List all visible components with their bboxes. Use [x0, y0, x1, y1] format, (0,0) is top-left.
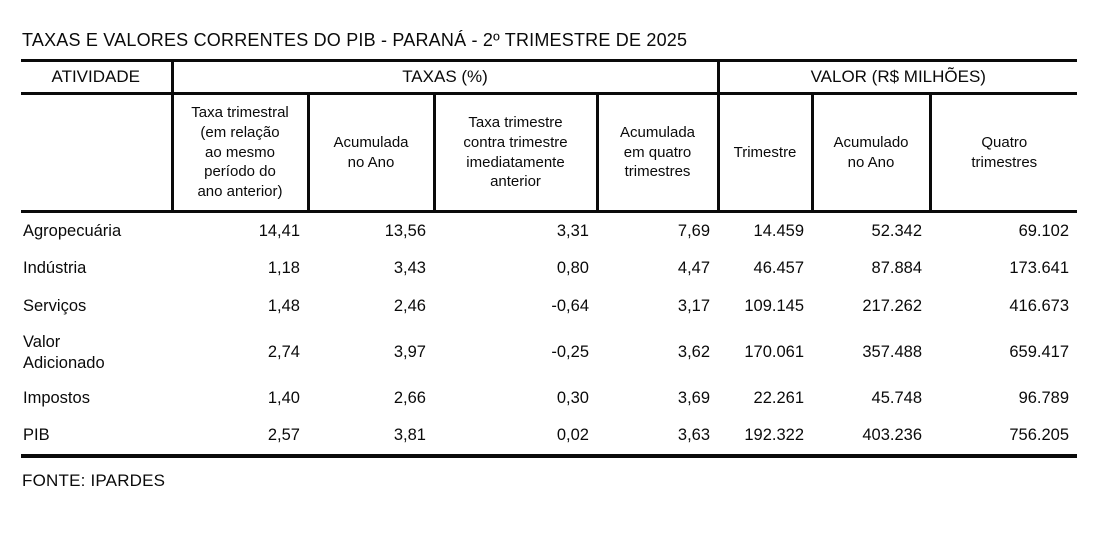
- value-cell: -0,64: [551, 297, 589, 315]
- col-group-valor: VALOR (R$ MILHÕES): [716, 60, 1078, 95]
- value-cell: -0,25: [551, 343, 589, 361]
- value-cell: 2,57: [267, 426, 300, 444]
- table-row-agropecuaria: Agropecuária 14,41 13,56 3,31 7,69 14.45…: [21, 212, 1077, 250]
- value-cell: 52.342: [871, 221, 923, 240]
- group-header-row: ATIVIDADE TAXAS (%) VALOR (R$ MILHÕES): [21, 60, 1078, 95]
- value-cell: 96.789: [1018, 389, 1070, 407]
- value-cell: 46.457: [753, 259, 805, 277]
- value-cell: 3,63: [677, 426, 711, 444]
- value-cell: 1,40: [267, 389, 300, 407]
- value-cell: 3,17: [677, 297, 711, 315]
- value-cell: 192.322: [744, 426, 805, 444]
- value-cell: 87.884: [871, 259, 923, 277]
- table-header: ATIVIDADE TAXAS (%) VALOR (R$ MILHÕES) T…: [21, 60, 1078, 213]
- col-header-valor-trimestre: Trimestre: [716, 93, 813, 213]
- activity-cell: Valor Adicionado: [23, 332, 105, 372]
- table-body: Agropecuária 14,41 13,56 3,31 7,69 14.45…: [21, 212, 1077, 456]
- value-cell: 217.262: [862, 297, 923, 315]
- value-cell: 756.205: [1009, 426, 1070, 444]
- value-cell: 13,56: [384, 221, 426, 240]
- value-cell: 3,43: [393, 259, 426, 277]
- value-cell: 4,47: [677, 259, 711, 277]
- value-cell: 659.417: [1009, 343, 1070, 361]
- col-header-valor-quatro-trimestres: Quatro trimestres: [928, 93, 1078, 213]
- value-cell: 109.145: [744, 297, 805, 315]
- value-cell: 0,30: [556, 389, 589, 407]
- atividade-spacer-cell: [21, 93, 172, 213]
- activity-cell: Indústria: [23, 259, 87, 278]
- table-title: TAXAS E VALORES CORRENTES DO PIB - PARAN…: [22, 30, 688, 50]
- table-row-pib: PIB 2,57 3,81 0,02 3,63 192.322 403.236 …: [21, 418, 1077, 456]
- value-cell: 0,80: [556, 259, 589, 277]
- value-cell: 1,48: [267, 297, 300, 315]
- value-cell: 2,74: [267, 343, 300, 361]
- value-cell: 2,46: [393, 297, 426, 315]
- value-cell: 416.673: [1009, 297, 1070, 315]
- table-row-servicos: Serviços 1,48 2,46 -0,64 3,17 109.145 21…: [21, 288, 1077, 326]
- value-cell: 173.641: [1009, 259, 1070, 277]
- table-row-impostos: Impostos 1,40 2,66 0,30 3,69 22.261 45.7…: [21, 380, 1077, 418]
- activity-cell: Impostos: [23, 389, 90, 408]
- value-cell: 3,62: [677, 343, 711, 361]
- value-cell: 403.236: [862, 426, 923, 444]
- activity-cell: Serviços: [23, 297, 87, 316]
- col-header-taxa-trimestral: Taxa trimestral (em relação ao mesmo per…: [170, 93, 308, 213]
- col-header-acumulada-no-ano: Acumulada no Ano: [306, 93, 434, 213]
- col-header-valor-acumulado-no-ano: Acumulado no Ano: [810, 93, 931, 213]
- value-cell: 7,69: [677, 221, 711, 240]
- value-cell: 1,18: [267, 259, 300, 277]
- table-row-industria: Indústria 1,18 3,43 0,80 4,47 46.457 87.…: [21, 250, 1077, 288]
- value-cell: 170.061: [744, 343, 805, 361]
- table-row-valor-adicionado: Valor Adicionado 2,74 3,97 -0,25 3,62 17…: [21, 326, 1077, 380]
- value-cell: 14,41: [258, 221, 300, 240]
- value-cell: 22.261: [753, 389, 805, 407]
- value-cell: 3,97: [393, 343, 426, 361]
- value-cell: 0,02: [556, 426, 589, 444]
- value-cell: 2,66: [393, 389, 426, 407]
- col-group-taxas: TAXAS (%): [170, 60, 719, 95]
- value-cell: 14.459: [753, 221, 805, 240]
- value-cell: 3,69: [677, 389, 711, 407]
- activity-cell: PIB: [23, 426, 50, 445]
- col-group-atividade: ATIVIDADE: [21, 60, 172, 95]
- source-note: FONTE: IPARDES: [22, 470, 166, 490]
- value-cell: 69.102: [1018, 221, 1070, 240]
- value-cell: 45.748: [871, 389, 923, 407]
- value-cell: 357.488: [862, 343, 923, 361]
- column-header-row: Taxa trimestral (em relação ao mesmo per…: [21, 93, 1078, 213]
- col-header-taxa-trimestre-contra-anterior: Taxa trimestre contra trimestre imediata…: [432, 93, 597, 213]
- pib-table: ATIVIDADE TAXAS (%) VALOR (R$ MILHÕES) T…: [21, 59, 1078, 458]
- activity-cell: Agropecuária: [23, 221, 122, 240]
- col-header-acumulada-quatro-trimestres: Acumulada em quatro trimestres: [595, 93, 719, 213]
- value-cell: 3,31: [556, 221, 589, 240]
- value-cell: 3,81: [393, 426, 426, 444]
